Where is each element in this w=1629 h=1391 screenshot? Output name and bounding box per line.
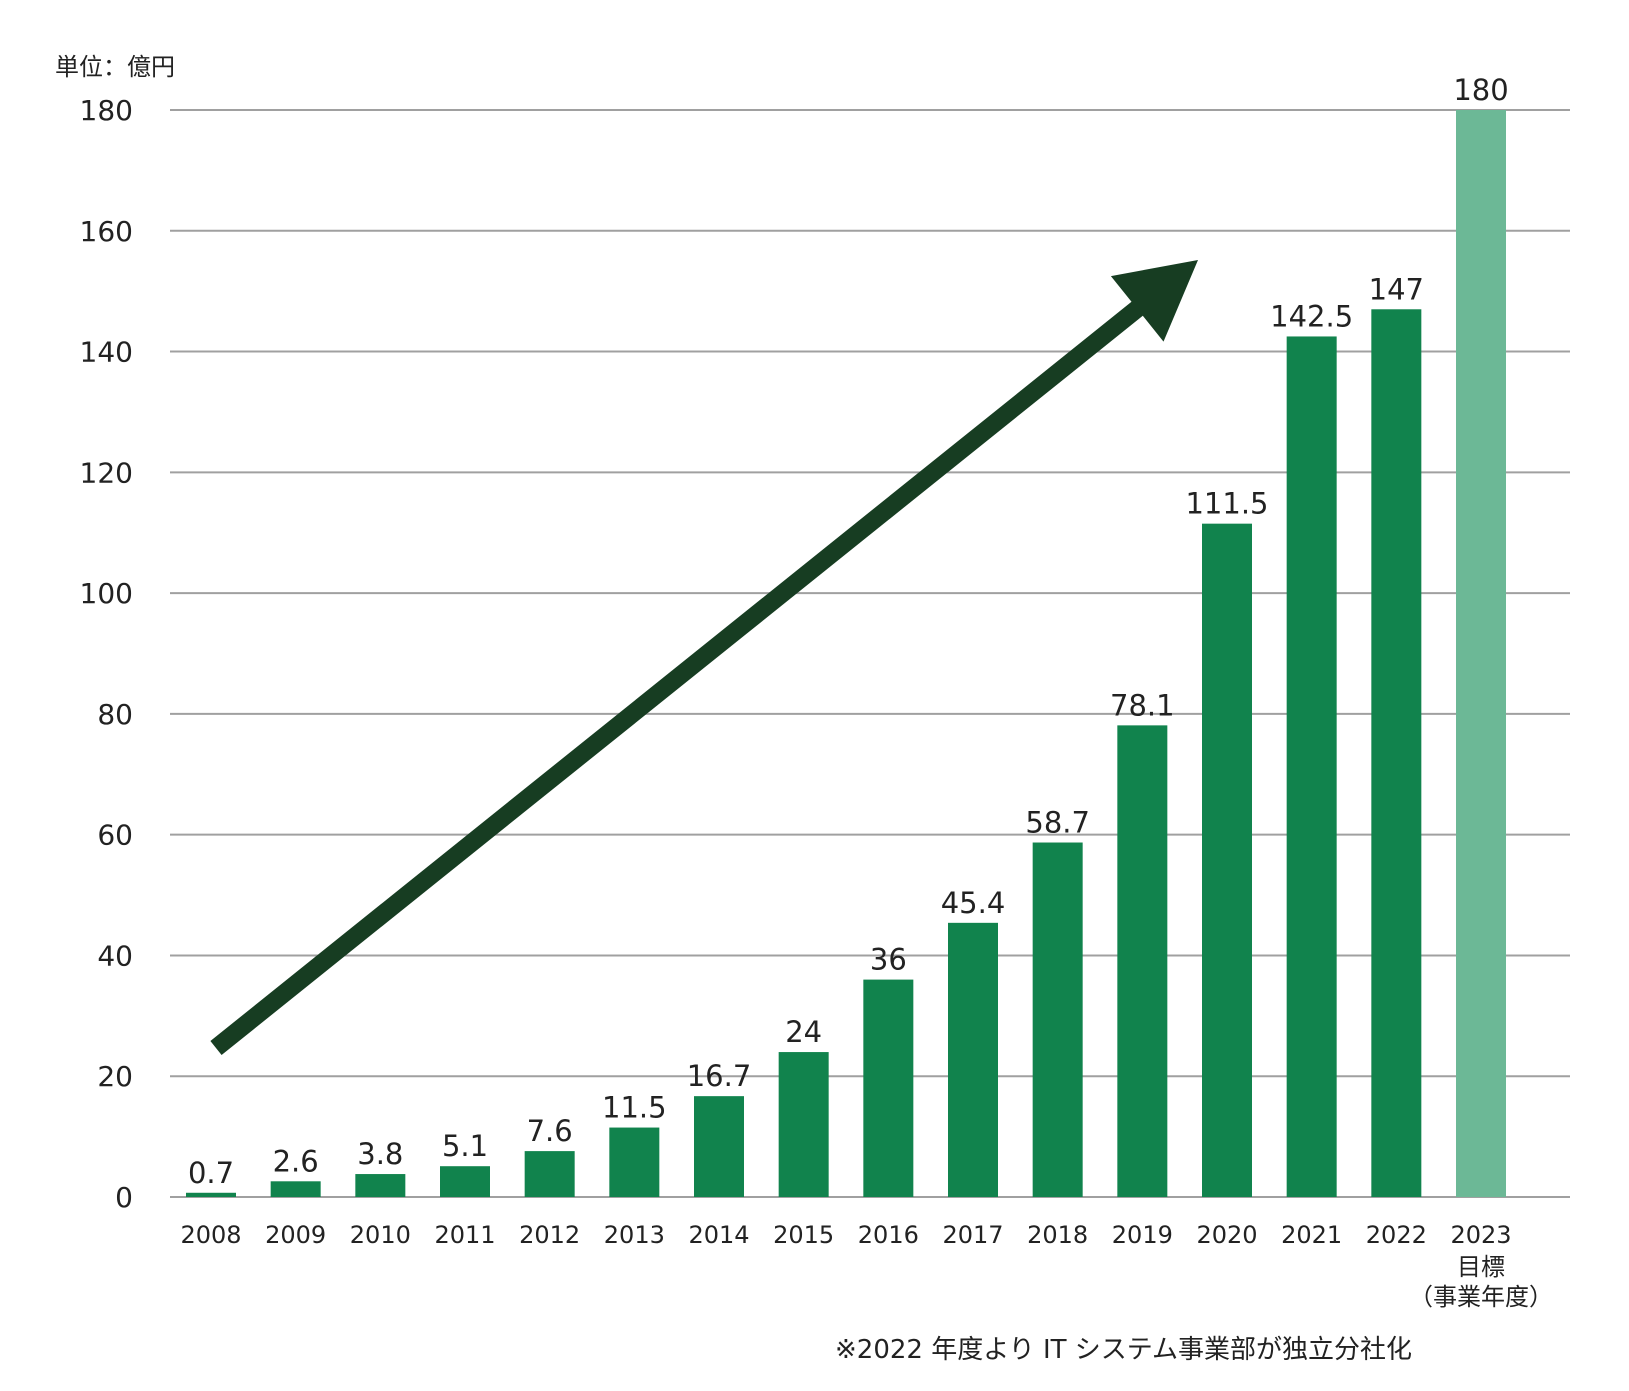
x-tick-sublabel: 目標 (1457, 1253, 1505, 1281)
y-tick-label: 120 (80, 456, 133, 489)
bar (1032, 842, 1083, 1197)
x-tick-label: 2015 (773, 1221, 834, 1249)
bar (863, 979, 914, 1197)
x-tick-label: 2009 (265, 1221, 326, 1249)
bar (609, 1127, 660, 1197)
x-tick-label: 2011 (434, 1221, 495, 1249)
x-tick-label: 2012 (519, 1221, 580, 1249)
bar (1117, 725, 1168, 1197)
footnote: ※2022 年度より IT システム事業部が独立分社化 (835, 1335, 1412, 1365)
x-tick-label: 2022 (1366, 1221, 1427, 1249)
data-label: 36 (870, 943, 907, 977)
x-tick-label: 2018 (1027, 1221, 1088, 1249)
bar (948, 922, 998, 1197)
y-tick-label: 160 (80, 215, 133, 248)
x-tick-sublabel: （事業年度） (1409, 1283, 1553, 1311)
x-tick-label: 2014 (688, 1221, 749, 1249)
bar-target (1456, 110, 1506, 1197)
y-tick-label: 80 (97, 698, 133, 731)
x-tick-label: 2013 (604, 1221, 665, 1249)
data-label: 16.7 (687, 1059, 752, 1093)
data-label: 142.5 (1270, 299, 1353, 333)
x-tick-label: 2019 (1112, 1221, 1173, 1249)
data-label: 147 (1369, 272, 1424, 306)
bar (1371, 309, 1422, 1197)
gridlines (170, 109, 1570, 1198)
y-tick-label: 140 (80, 336, 133, 369)
x-tick-label: 2017 (942, 1221, 1003, 1249)
data-label: 11.5 (602, 1091, 667, 1125)
bar (1202, 523, 1252, 1197)
bar (524, 1151, 575, 1197)
bars (186, 110, 1506, 1197)
data-label: 0.7 (188, 1156, 234, 1190)
data-label: 3.8 (357, 1137, 403, 1171)
y-tick-label: 100 (80, 577, 133, 610)
x-tick-label: 2016 (858, 1221, 919, 1249)
data-label: 78.1 (1110, 688, 1175, 722)
data-label: 7.6 (527, 1114, 573, 1148)
y-tick-label: 20 (97, 1060, 133, 1093)
data-label: 5.1 (442, 1129, 488, 1163)
data-label: 2.6 (273, 1144, 319, 1178)
x-tick-label: 2010 (350, 1221, 411, 1249)
bar (186, 1192, 236, 1197)
bar (1286, 336, 1337, 1197)
bar (440, 1166, 490, 1197)
x-axis-ticks: 2008 2009 2010 2011 2012 2013 2014 2015 2016 2017… (180, 1221, 1553, 1311)
y-tick-label: 0 (115, 1181, 133, 1214)
bar (270, 1181, 321, 1197)
bar (694, 1096, 744, 1197)
y-axis-ticks: 0 20 40 60 80 100 120 140 160 180 (80, 94, 133, 1214)
y-tick-label: 180 (80, 94, 133, 127)
x-tick-label: 2008 (180, 1221, 241, 1249)
trend-arrow (210, 260, 1198, 1055)
x-tick-label: 2020 (1196, 1221, 1257, 1249)
data-label: 45.4 (941, 886, 1006, 920)
y-tick-label: 60 (97, 819, 133, 852)
x-tick-label: 2021 (1281, 1221, 1342, 1249)
unit-label: 単位：億円 (55, 53, 175, 81)
bar (778, 1052, 829, 1197)
x-tick-label: 2023 (1450, 1221, 1511, 1249)
data-label: 111.5 (1185, 487, 1268, 521)
data-label: 180 (1453, 73, 1508, 107)
data-label: 58.7 (1025, 806, 1090, 840)
bar (355, 1174, 406, 1197)
y-tick-label: 40 (97, 939, 133, 972)
data-labels: 0.7 2.6 3.8 5.1 7.6 11.5 16.7 24 36 45.4 58.7 78.1 1… (188, 73, 1509, 1190)
data-label: 24 (785, 1015, 822, 1049)
